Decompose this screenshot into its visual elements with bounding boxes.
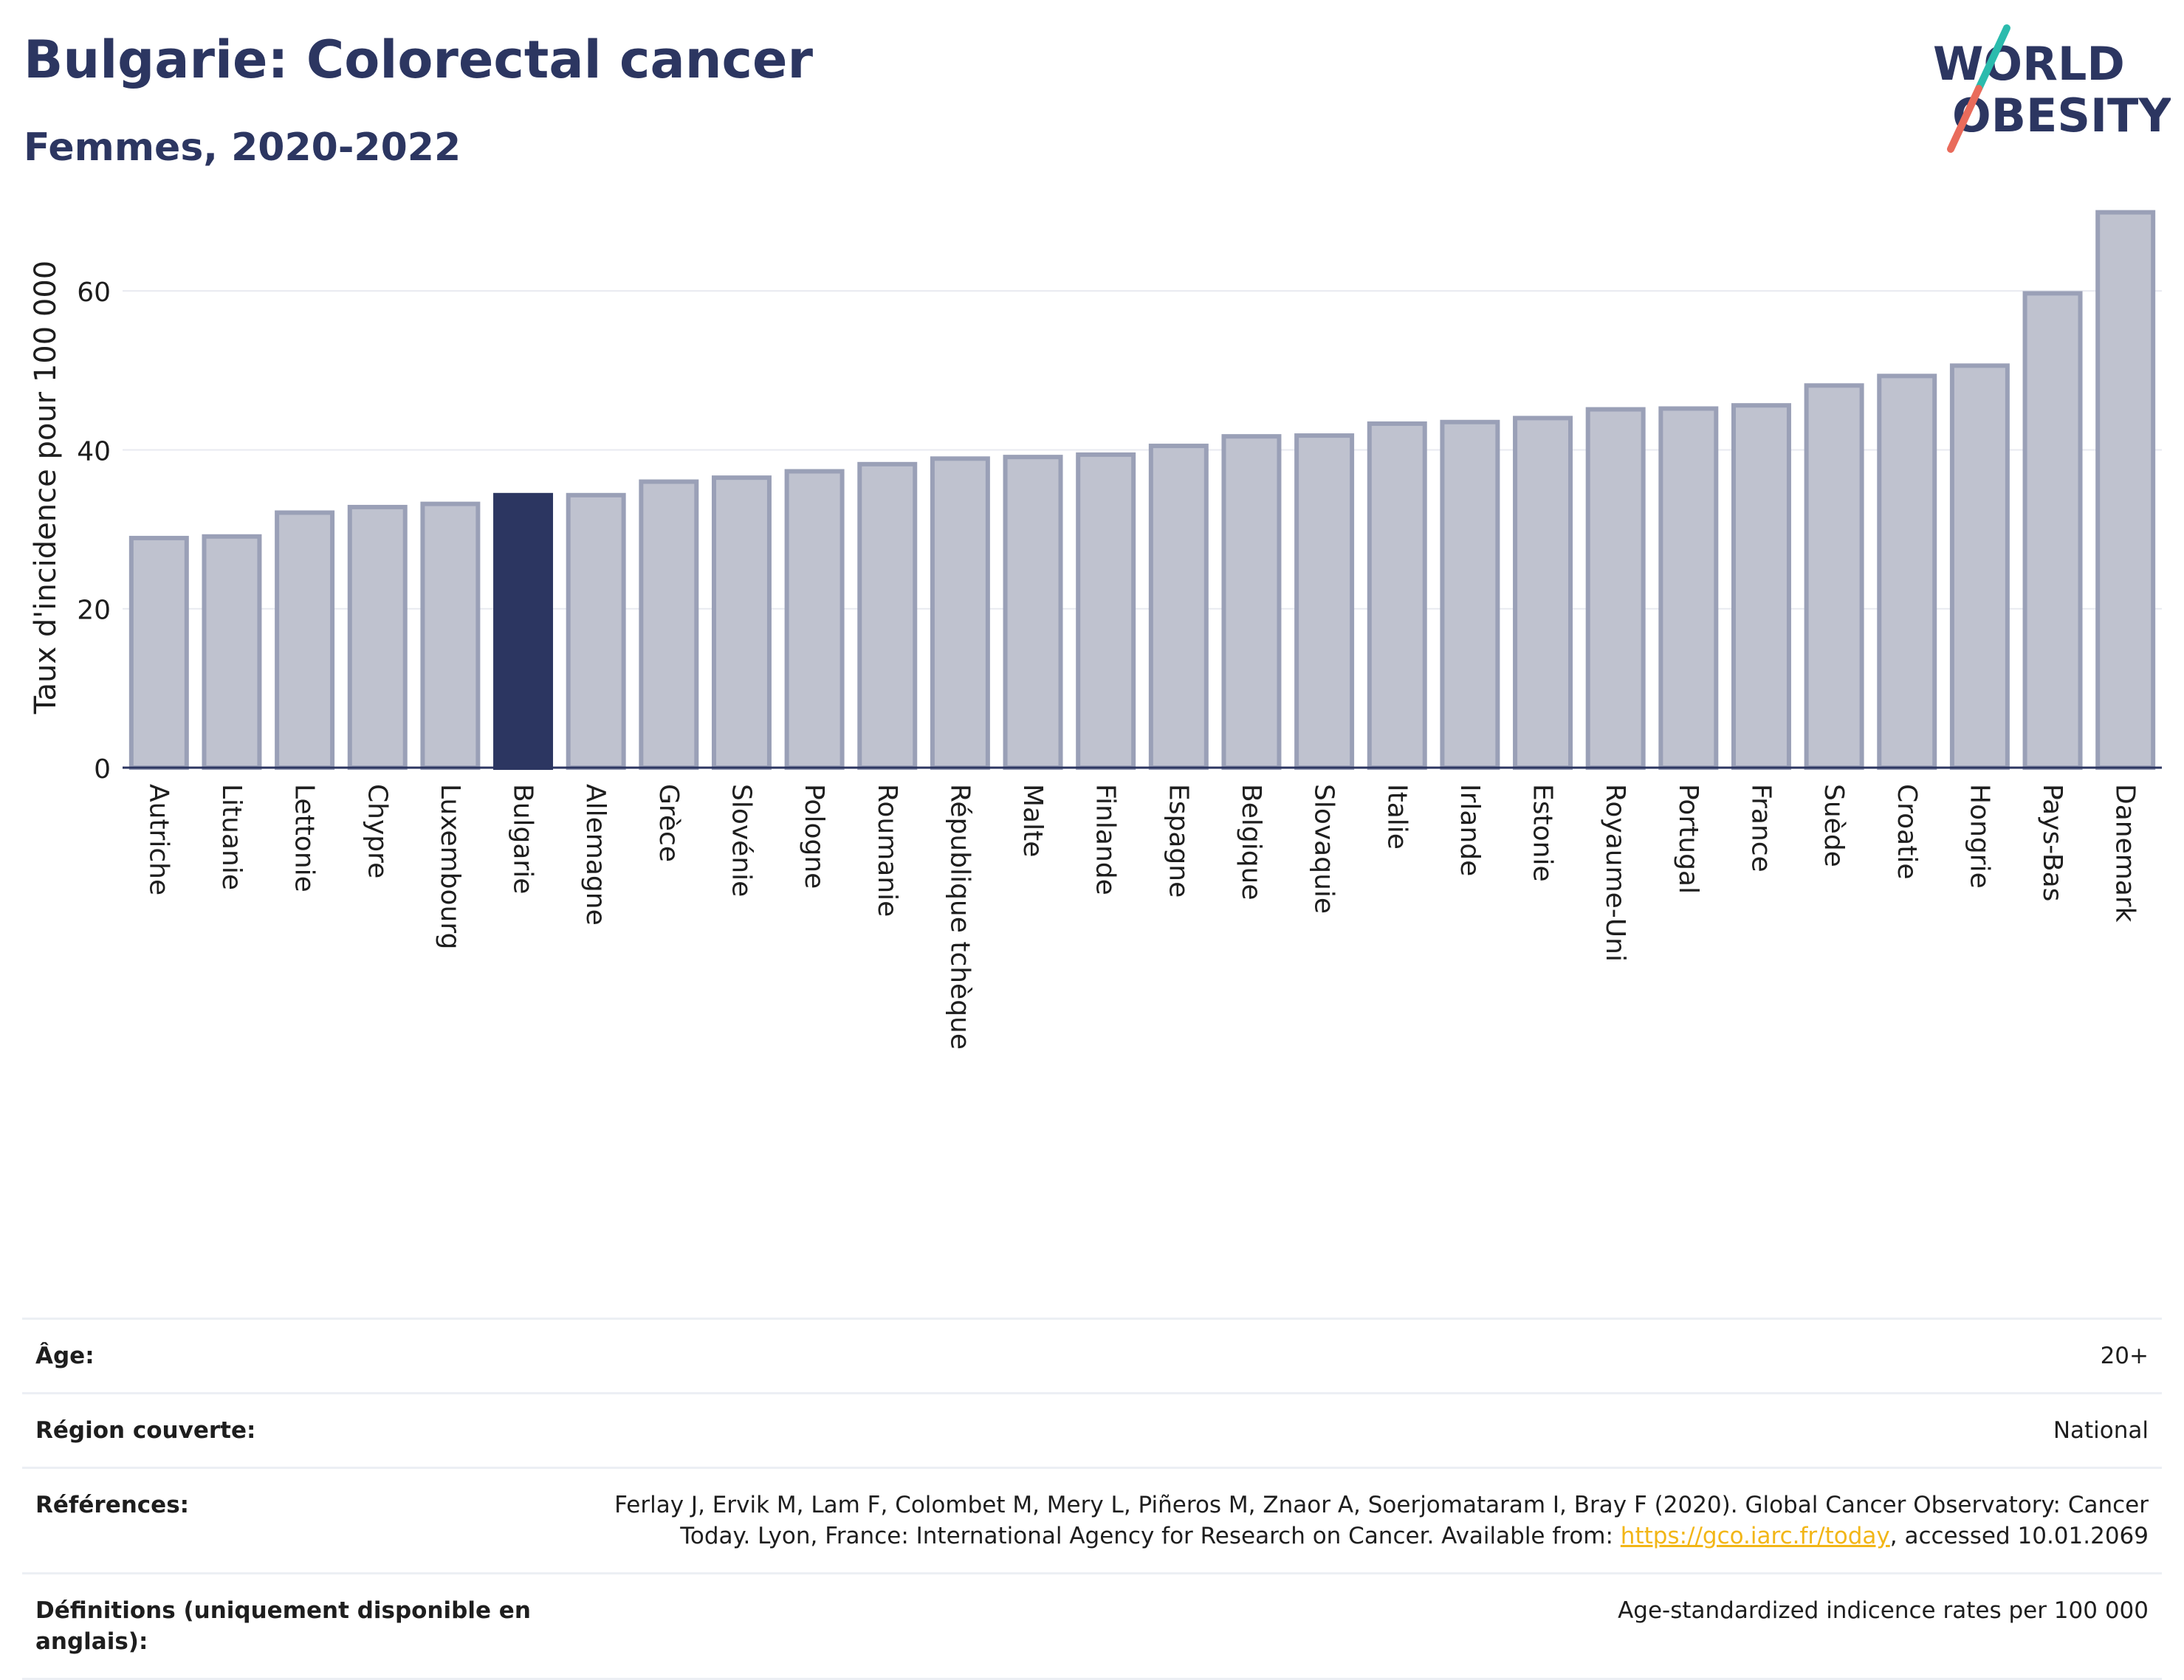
x-tick-label: Lettonie xyxy=(289,784,320,892)
x-tick-label: Roumanie xyxy=(872,784,902,917)
x-tick-label: République tchèque xyxy=(944,784,975,1050)
x-tick-label: Danemark xyxy=(2110,784,2140,923)
x-tick-label: Suède xyxy=(1819,784,1849,867)
y-tick-labels: 0 20 40 60 xyxy=(77,278,111,785)
logo-line1: WORLD xyxy=(1933,37,2125,91)
x-tick-label: Lituanie xyxy=(216,784,247,890)
x-tick-label: Croatie xyxy=(1892,784,1922,880)
x-tick-label: Italie xyxy=(1381,784,1412,850)
x-tick-label: Portugal xyxy=(1673,784,1703,894)
x-tick-label: Irlande xyxy=(1455,784,1485,876)
y-tick-label: 40 xyxy=(77,436,111,467)
meta-age-value: 20+ xyxy=(2100,1343,2149,1369)
meta-row-age: Âge: 20+ xyxy=(22,1318,2162,1392)
bar-lituanie xyxy=(202,534,262,770)
meta-row-definitions: Définitions (uniquement disponible en an… xyxy=(22,1572,2162,1680)
metadata-table: Âge: 20+ Région couverte: National Référ… xyxy=(22,1318,2162,1680)
x-tick-label: Pays-Bas xyxy=(2037,784,2067,901)
bar-belgique xyxy=(1221,434,1282,770)
meta-references-label: Références: xyxy=(35,1492,190,1518)
page-subtitle: Femmes, 2020-2022 xyxy=(24,125,461,170)
x-tick-label: Belgique xyxy=(1236,784,1266,901)
bar-irlande xyxy=(1440,419,1500,770)
bar-lettonie xyxy=(275,510,335,771)
x-tick-label: Bulgarie xyxy=(508,784,538,894)
bar-slovaquie xyxy=(1294,433,1355,770)
bar-espagne xyxy=(1148,444,1209,770)
y-tick-label: 60 xyxy=(77,278,111,308)
x-tick-label: Autriche xyxy=(143,784,174,895)
x-tick-label: Luxembourg xyxy=(435,784,465,949)
meta-row-references: Références: Ferlay J, Ervik M, Lam F, Co… xyxy=(22,1467,2162,1572)
bar-allemagne xyxy=(566,492,626,770)
x-tick-label: Allemagne xyxy=(580,784,611,926)
meta-region-label: Région couverte: xyxy=(35,1417,256,1444)
bar-italie xyxy=(1367,421,1427,770)
page-title: Bulgarie: Colorectal cancer xyxy=(24,30,814,90)
bar-finlande xyxy=(1076,452,1136,770)
x-tick-labels: Autriche Lituanie Lettonie Chypre Luxembourg… xyxy=(143,784,2140,1050)
meta-definitions-label: Définitions (uniquement disponible en an… xyxy=(35,1597,531,1655)
references-link[interactable]: https://gco.iarc.fr/today xyxy=(1620,1523,1890,1549)
meta-definitions-value: Age-standardized indicence rates per 100… xyxy=(1618,1597,2149,1624)
bar-france xyxy=(1731,403,1791,771)
x-tick-label: Estonie xyxy=(1528,784,1558,882)
bar-chypre xyxy=(347,504,408,770)
bar-hongrie xyxy=(1949,363,2010,770)
x-tick-label: Slovaquie xyxy=(1309,784,1339,914)
x-tick-label: Grèce xyxy=(653,784,684,862)
x-tick-label: Royaume-Uni xyxy=(1600,784,1630,962)
bar-bulgarie xyxy=(493,492,554,770)
bar-grèce xyxy=(639,479,699,770)
bar-pays-bas xyxy=(2022,291,2083,771)
y-tick-label: 0 xyxy=(94,754,111,785)
bar-roumanie xyxy=(857,461,918,770)
bar-portugal xyxy=(1658,406,1719,770)
bar-luxembourg xyxy=(420,501,481,771)
references-text: Ferlay J, Ervik M, Lam F, Colombet M, Me… xyxy=(614,1492,2149,1549)
bar-pologne xyxy=(784,469,845,770)
meta-row-region: Région couverte: National xyxy=(22,1392,2162,1467)
x-tick-label: Pologne xyxy=(799,784,829,889)
x-tick-label: Hongrie xyxy=(1964,784,1994,889)
meta-age-label: Âge: xyxy=(35,1343,95,1369)
bar-estonie xyxy=(1513,416,1573,771)
bar-slovénie xyxy=(711,475,772,770)
world-obesity-logo: WORLD OBESITY xyxy=(1933,24,2171,153)
bar-autriche xyxy=(128,535,189,770)
x-tick-label: Chypre xyxy=(362,784,392,878)
bars xyxy=(128,210,2156,771)
bar-royaume-uni xyxy=(1585,407,1646,770)
bar-croatie xyxy=(1877,373,1937,770)
bar-chart: 0 20 40 60 Autriche Lituanie Lettonie Chypre Lu… xyxy=(29,210,2162,1050)
bar-suède xyxy=(1804,383,1864,770)
x-tick-label: Malte xyxy=(1017,784,1048,857)
bar-république-tchèque xyxy=(930,456,990,770)
x-tick-label: France xyxy=(1745,784,1776,872)
bar-malte xyxy=(1003,455,1063,770)
y-axis-label: Taux d'incidence pour 100 000 xyxy=(29,261,63,715)
meta-region-value: National xyxy=(2053,1417,2149,1444)
bar-danemark xyxy=(2095,210,2156,770)
references-accessed: , accessed 10.01.2069 xyxy=(1889,1523,2149,1549)
meta-references-value: Ferlay J, Ervik M, Lam F, Colombet M, Me… xyxy=(613,1490,2149,1552)
x-tick-label: Espagne xyxy=(1163,784,1193,898)
x-tick-label: Finlande xyxy=(1091,784,1121,895)
logo-line2: OBESITY xyxy=(1952,89,2171,142)
x-tick-label: Slovénie xyxy=(726,784,756,897)
y-tick-label: 20 xyxy=(77,596,111,626)
